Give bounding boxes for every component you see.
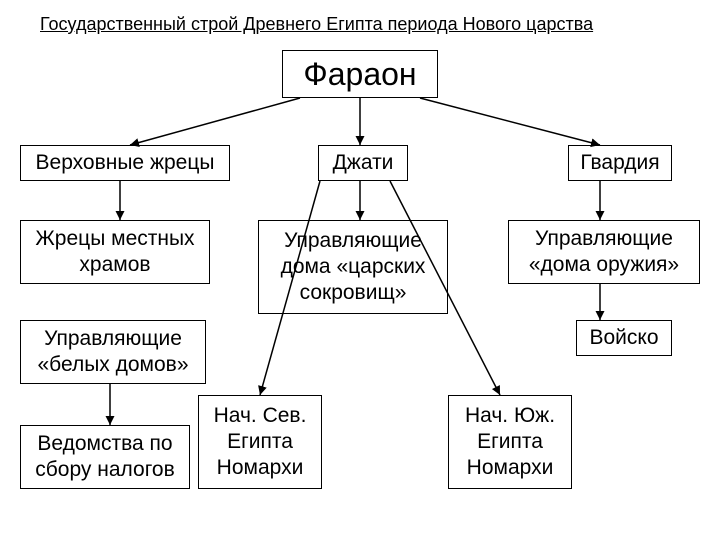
node-pharaoh: Фараон	[282, 50, 438, 98]
diagram-title: Государственный строй Древнего Египта пе…	[40, 14, 593, 35]
node-priests-local: Жрецы местных храмов	[20, 220, 210, 284]
node-priests-high: Верховные жрецы	[20, 145, 230, 181]
node-djati: Джати	[318, 145, 408, 181]
node-weapons: Управляющие «дома оружия»	[508, 220, 700, 284]
node-guard: Гвардия	[568, 145, 672, 181]
node-treasury: Управляющие дома «царских сокровищ»	[258, 220, 448, 314]
node-south: Нач. Юж. Египта Номархи	[448, 395, 572, 489]
node-taxes: Ведомства по сбору налогов	[20, 425, 190, 489]
node-white-houses: Управляющие «белых домов»	[20, 320, 206, 384]
node-army: Войско	[576, 320, 672, 356]
node-north: Нач. Сев. Египта Номархи	[198, 395, 322, 489]
